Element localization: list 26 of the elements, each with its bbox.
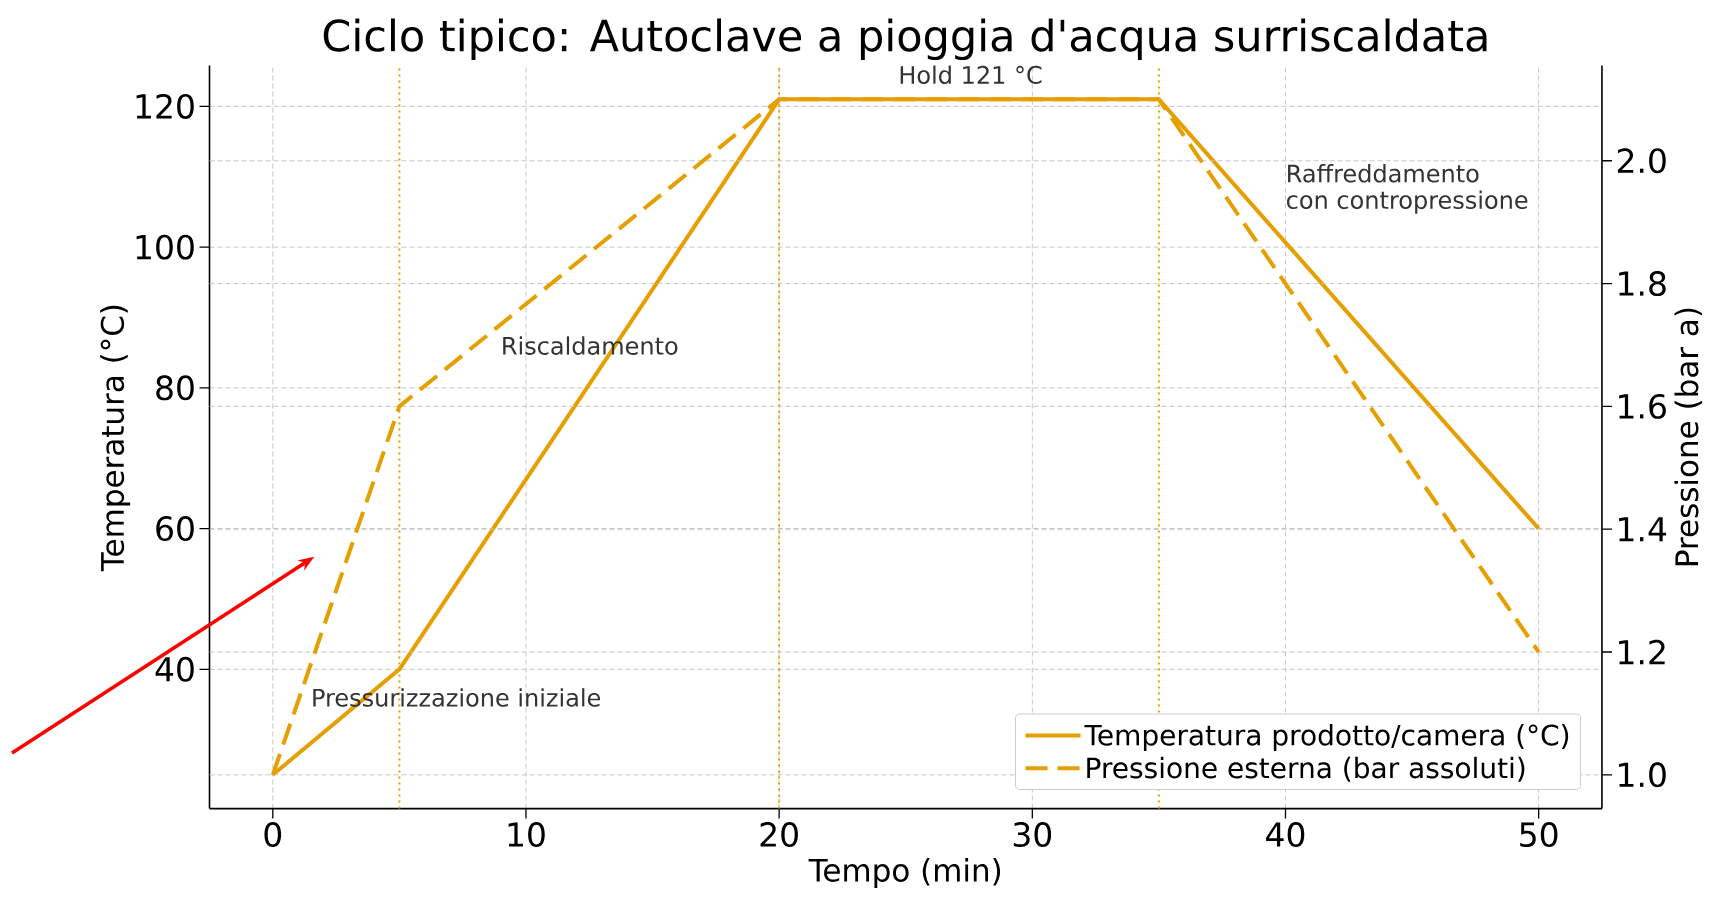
x-tick-label: 0: [264, 822, 282, 848]
x-axis-title: Tempo (min): [808, 857, 1001, 888]
y2-tick-label: 1.8: [1619, 271, 1666, 297]
chart-title: Ciclo tipico: Autoclave a pioggia d'acqua surriscaldata: [323, 18, 1487, 61]
x-tick-label: 30: [1013, 822, 1052, 848]
x-tick-label: 40: [1266, 822, 1305, 848]
y2-tick-label: 2.0: [1617, 148, 1666, 174]
y2-tick-label: 1.2: [1619, 639, 1665, 665]
x-tick-label: 20: [760, 822, 798, 848]
annotation: con contropressione: [1287, 190, 1528, 214]
y2-tick-label: 1.6: [1619, 393, 1666, 419]
y2-axis-title: Pressione (bar a): [1674, 308, 1703, 566]
y2-tick-label: 1.0: [1619, 762, 1666, 788]
y2-tick-label: 1.4: [1619, 517, 1667, 542]
legend-label: Temperatura prodotto/camera (°C): [1084, 724, 1569, 752]
x-tick-label: 10: [508, 822, 545, 848]
y-tick-label: 100: [136, 234, 194, 260]
annotation: Hold 121 °C: [900, 65, 1042, 85]
y-tick-label: 40: [155, 656, 194, 682]
y-tick-label: 120: [136, 93, 194, 119]
x-tick-label: 50: [1520, 822, 1558, 848]
y-tick-label: 80: [156, 375, 194, 401]
legend-label: Pressione esterna (bar assoluti): [1087, 756, 1525, 782]
annotation: Raffreddamento: [1288, 163, 1479, 183]
y-tick-label: 60: [156, 516, 194, 542]
y-axis-title: Temperatura (°C): [100, 305, 131, 572]
